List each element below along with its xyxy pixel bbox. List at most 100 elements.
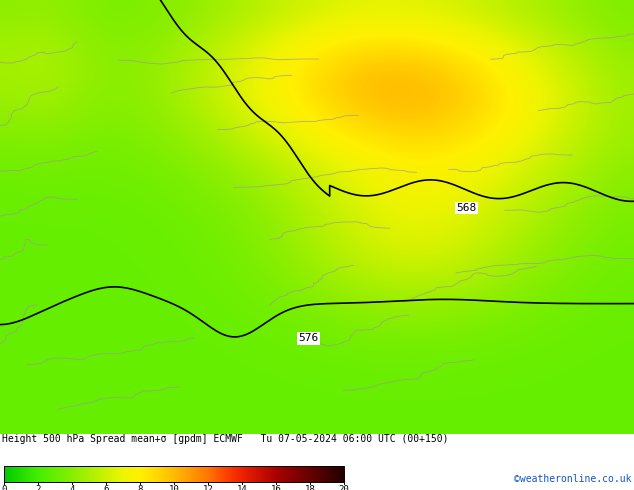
Bar (321, 466, 322, 482)
Bar (45, 466, 46, 482)
Bar (41, 466, 42, 482)
Bar (317, 466, 318, 482)
Bar (294, 466, 295, 482)
Bar (324, 466, 325, 482)
Bar (166, 466, 167, 482)
Bar (135, 466, 136, 482)
Bar (102, 466, 103, 482)
Bar (18, 466, 20, 482)
Bar (4, 466, 6, 482)
Bar (187, 466, 188, 482)
Bar (255, 466, 256, 482)
Bar (236, 466, 237, 482)
Bar (141, 466, 143, 482)
Bar (208, 466, 209, 482)
Bar (110, 466, 111, 482)
Bar (211, 466, 212, 482)
Bar (115, 466, 117, 482)
Bar (60, 466, 61, 482)
Bar (224, 466, 226, 482)
Bar (30, 466, 32, 482)
Bar (147, 466, 148, 482)
Bar (193, 466, 194, 482)
Bar (311, 466, 312, 482)
Bar (183, 466, 184, 482)
Bar (50, 466, 51, 482)
Bar (89, 466, 90, 482)
Bar (258, 466, 259, 482)
Bar (51, 466, 52, 482)
Text: 16: 16 (271, 486, 281, 490)
Bar (332, 466, 333, 482)
Bar (280, 466, 281, 482)
Bar (302, 466, 303, 482)
Bar (219, 466, 220, 482)
Bar (120, 466, 121, 482)
Bar (271, 466, 273, 482)
Bar (83, 466, 84, 482)
Text: 14: 14 (236, 486, 247, 490)
Text: 10: 10 (169, 486, 179, 490)
Bar (319, 466, 320, 482)
Bar (151, 466, 152, 482)
Bar (182, 466, 183, 482)
Bar (81, 466, 82, 482)
Bar (174, 466, 175, 482)
Bar (340, 466, 342, 482)
Bar (230, 466, 231, 482)
Bar (103, 466, 104, 482)
Bar (107, 466, 108, 482)
Bar (242, 466, 243, 482)
Bar (95, 466, 96, 482)
Bar (121, 466, 122, 482)
Bar (335, 466, 336, 482)
Bar (252, 466, 254, 482)
Bar (198, 466, 200, 482)
Bar (17, 466, 18, 482)
Bar (30, 466, 31, 482)
Bar (256, 466, 257, 482)
Bar (116, 466, 117, 482)
Bar (104, 466, 105, 482)
Bar (309, 466, 310, 482)
Bar (128, 466, 129, 482)
Bar (65, 466, 66, 482)
Bar (126, 466, 127, 482)
Bar (125, 466, 126, 482)
Bar (123, 466, 124, 482)
Bar (144, 466, 145, 482)
Bar (180, 466, 181, 482)
Bar (72, 466, 74, 482)
Bar (245, 466, 246, 482)
Bar (227, 466, 228, 482)
Bar (197, 466, 198, 482)
Bar (172, 466, 173, 482)
Bar (139, 466, 141, 482)
Bar (330, 466, 331, 482)
Bar (145, 466, 146, 482)
Bar (220, 466, 221, 482)
Bar (281, 466, 283, 482)
Bar (58, 466, 60, 482)
Text: 20: 20 (339, 486, 349, 490)
Bar (320, 466, 321, 482)
Bar (14, 466, 15, 482)
Text: Height 500 hPa Spread mean+σ [gpdm] ECMWF   Tu 07-05-2024 06:00 UTC (00+150): Height 500 hPa Spread mean+σ [gpdm] ECMW… (2, 434, 448, 443)
Bar (91, 466, 92, 482)
Bar (100, 466, 101, 482)
Bar (274, 466, 275, 482)
Bar (266, 466, 267, 482)
Bar (113, 466, 114, 482)
Bar (285, 466, 287, 482)
Bar (86, 466, 87, 482)
Bar (300, 466, 301, 482)
Bar (109, 466, 110, 482)
Bar (141, 466, 142, 482)
Bar (286, 466, 287, 482)
Bar (184, 466, 186, 482)
Bar (206, 466, 207, 482)
Bar (20, 466, 21, 482)
Bar (87, 466, 89, 482)
Bar (171, 466, 172, 482)
Bar (288, 466, 289, 482)
